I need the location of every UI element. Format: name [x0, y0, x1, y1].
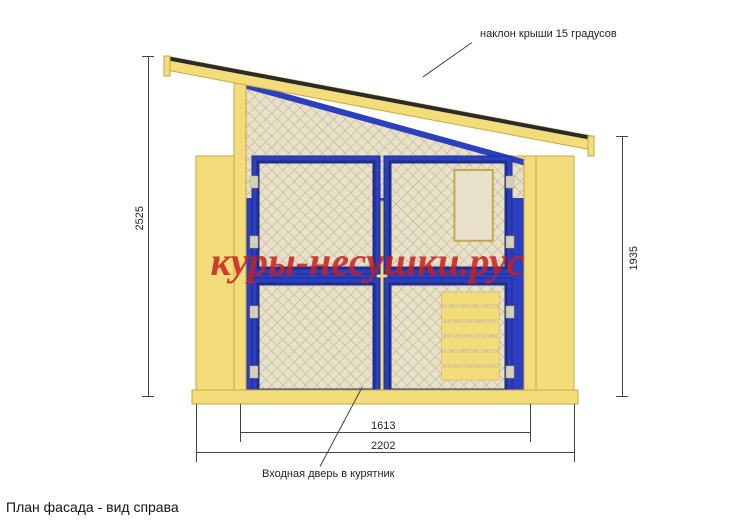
page-title: План фасада - вид справа [6, 499, 179, 515]
dim-width-inner: 1613 [371, 420, 395, 432]
dim-line-width-outer [196, 452, 574, 453]
dim-line-left-height [148, 56, 149, 396]
dim-width-outer: 2202 [371, 440, 395, 452]
dim-height-right: 1935 [628, 246, 640, 270]
note-door: Входная дверь в курятник [262, 468, 394, 480]
coop-illustration [0, 0, 735, 521]
note-roof-angle: наклон крыши 15 градусов [480, 28, 617, 40]
dim-line-width-inner [240, 432, 530, 433]
dim-height-left: 2525 [134, 206, 146, 230]
dim-line-right-height [622, 136, 623, 396]
drawing-canvas: 2525 1935 1613 2202 наклон крыши 15 градусов… [0, 0, 735, 521]
